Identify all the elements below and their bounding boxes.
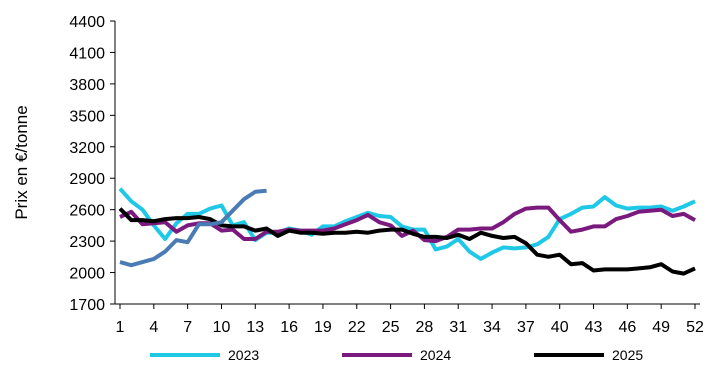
x-tick-label: 28 xyxy=(416,319,434,336)
x-tick-label: 7 xyxy=(183,319,192,336)
y-axis-label: Prix en €/tonne xyxy=(12,105,31,219)
x-tick-label: 43 xyxy=(585,319,603,336)
y-tick-label: 2000 xyxy=(69,266,105,283)
x-tick-label: 49 xyxy=(652,319,670,336)
y-tick-label: 2300 xyxy=(69,234,105,251)
axes: 1700 2000 2300 2600 2900 3200 3500 3800 4100 4400… xyxy=(69,14,704,336)
y-tick-label: 3200 xyxy=(69,140,105,157)
y-tick-label: 3500 xyxy=(69,108,105,125)
legend: 2023202420252026 xyxy=(150,347,643,363)
x-tick-label: 46 xyxy=(618,319,636,336)
x-tick-label: 40 xyxy=(551,319,569,336)
series-line-2023 xyxy=(118,187,696,261)
legend-label-2024: 2024 xyxy=(420,347,451,363)
x-tick-label: 16 xyxy=(280,319,298,336)
y-tick-label: 4400 xyxy=(69,14,105,31)
x-tick-label: 25 xyxy=(382,319,400,336)
legend-label-2023: 2023 xyxy=(228,347,259,363)
x-tick-label: 19 xyxy=(314,319,332,336)
x-tick-label: 37 xyxy=(517,319,535,336)
x-tick-label: 1 xyxy=(116,319,125,336)
y-tick-label: 1700 xyxy=(69,297,105,314)
x-tick-label: 34 xyxy=(483,319,501,336)
x-tick-label: 13 xyxy=(246,319,264,336)
x-tick-label: 10 xyxy=(213,319,231,336)
series-line-2026 xyxy=(119,188,267,268)
series-line-2025 xyxy=(118,207,696,276)
x-tick-label: 4 xyxy=(149,319,158,336)
series-lines xyxy=(118,187,696,276)
y-tick-label: 2900 xyxy=(69,171,105,188)
y-tick-label: 3800 xyxy=(69,77,105,94)
x-tick-label: 22 xyxy=(348,319,366,336)
x-tick-label: 31 xyxy=(449,319,467,336)
y-tick-label: 2600 xyxy=(69,203,105,220)
y-tick-label: 4100 xyxy=(69,45,105,62)
legend-label-2025: 2025 xyxy=(612,347,643,363)
x-tick-label: 52 xyxy=(686,319,704,336)
